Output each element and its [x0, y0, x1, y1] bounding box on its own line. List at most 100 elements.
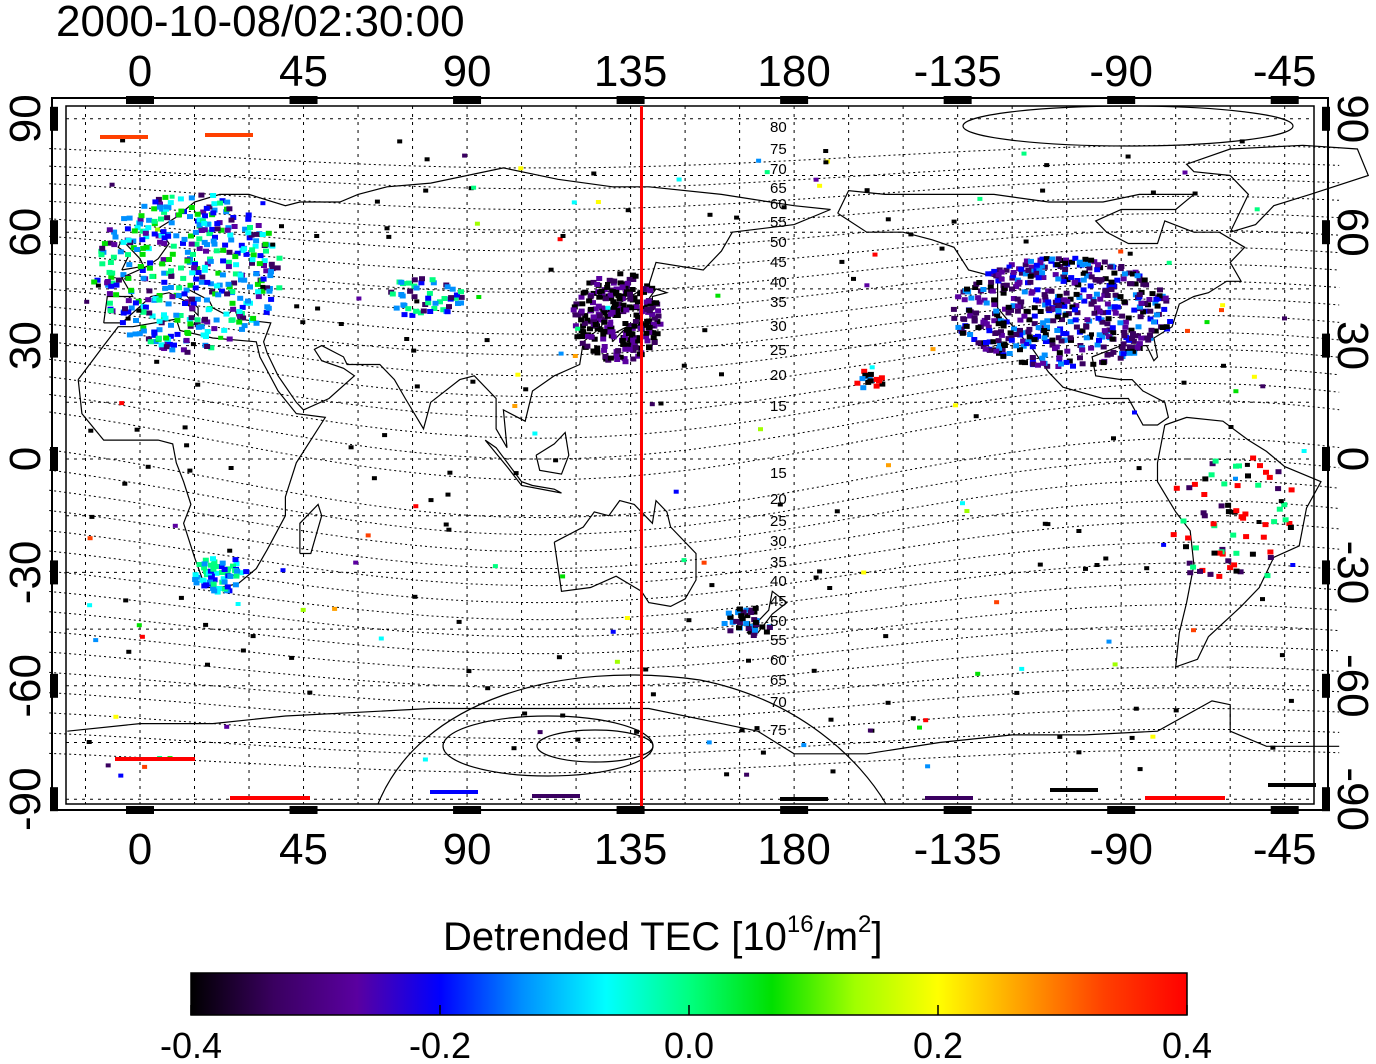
tec-point — [1090, 361, 1097, 367]
tec-point — [398, 279, 405, 285]
tec-point — [194, 296, 201, 302]
tec-point — [133, 318, 139, 323]
tec-point — [221, 579, 228, 585]
tec-point — [84, 299, 90, 304]
maglat-label-north: 75 — [770, 141, 787, 158]
tec-point — [649, 402, 655, 407]
tec-point — [1005, 304, 1012, 310]
tec-point — [619, 284, 626, 290]
tec-point — [1084, 317, 1091, 323]
tec-point — [572, 312, 579, 318]
tec-point — [1233, 568, 1240, 574]
frame-tick — [1322, 106, 1330, 131]
tec-point — [1120, 276, 1127, 282]
tec-point — [407, 288, 414, 294]
bottom-lon-label: -90 — [1089, 825, 1153, 874]
tec-point — [709, 583, 715, 588]
tec-point — [139, 251, 146, 257]
tec-point — [213, 570, 220, 576]
bottom-lon-label: 45 — [279, 825, 328, 874]
frame-tick — [50, 106, 58, 131]
tec-point — [511, 746, 517, 751]
tec-point — [917, 725, 922, 730]
tec-point — [995, 272, 1002, 278]
tec-point — [658, 401, 664, 406]
tec-point — [872, 252, 878, 257]
tec-point — [117, 249, 124, 255]
tec-point — [1060, 331, 1067, 336]
tec-point — [371, 476, 377, 481]
tec-point — [990, 339, 997, 345]
tec-point — [289, 655, 295, 660]
tec-point — [984, 315, 991, 320]
tec-point — [151, 218, 158, 224]
tec-point — [1097, 296, 1104, 302]
tec-point — [145, 297, 152, 303]
tec-point — [626, 346, 633, 352]
tec-point — [1157, 296, 1164, 302]
tec-point — [1062, 312, 1069, 318]
tec-point — [212, 234, 218, 240]
tec-point — [247, 225, 253, 230]
tec-point — [1027, 273, 1034, 279]
tec-point — [580, 329, 587, 335]
tec-point — [139, 228, 146, 234]
frame-tick — [943, 96, 972, 104]
tec-point — [594, 350, 601, 356]
tec-point — [1150, 734, 1156, 739]
tec-point — [1216, 550, 1223, 556]
tec-point — [443, 522, 449, 527]
tec-point — [1153, 296, 1160, 302]
tec-point — [827, 586, 833, 590]
tec-point — [1045, 300, 1052, 306]
tec-point — [1129, 735, 1135, 740]
tec-point — [1090, 299, 1097, 305]
tec-point — [649, 311, 656, 317]
tec-point — [1237, 569, 1244, 575]
tec-point — [1130, 271, 1136, 277]
tec-point — [625, 208, 631, 213]
tec-point — [1091, 310, 1098, 316]
tec-point — [107, 260, 114, 265]
top-lon-label: -135 — [914, 47, 1002, 96]
tec-point — [1275, 486, 1282, 492]
tec-point — [194, 322, 201, 328]
tec-point — [621, 356, 628, 362]
tec-point — [1101, 328, 1108, 334]
tec-point — [228, 466, 234, 470]
tec-point — [961, 316, 968, 322]
tec-point — [207, 562, 214, 568]
tec-point — [207, 281, 214, 287]
tec-point — [428, 498, 434, 503]
tec-point — [1021, 151, 1027, 156]
tec-point — [126, 262, 133, 268]
tec-point — [1044, 318, 1051, 324]
tec-point — [1281, 502, 1288, 508]
tec-point — [578, 317, 585, 323]
tec-point — [414, 299, 420, 304]
tec-point — [111, 229, 118, 235]
colorbar-tick-label: 0.2 — [913, 1025, 963, 1064]
tec-point — [1231, 562, 1238, 568]
tec-point — [1262, 522, 1269, 528]
tec-point — [596, 313, 603, 319]
tec-point — [523, 387, 529, 392]
tec-point — [106, 291, 113, 297]
tec-point — [744, 772, 750, 777]
tec-point — [586, 280, 593, 286]
tec-point — [608, 295, 615, 301]
tec-point — [107, 240, 114, 246]
tec-point — [105, 763, 111, 768]
tec-point — [1000, 290, 1007, 296]
tec-point — [1045, 306, 1052, 312]
tec-point — [1186, 560, 1193, 566]
tec-point — [1276, 506, 1283, 512]
tec-point — [967, 313, 974, 319]
frame-tick — [1322, 787, 1330, 812]
tec-point — [220, 258, 227, 264]
maglat-contour — [49, 687, 1340, 723]
tec-point — [1111, 270, 1118, 276]
tec-point — [1149, 291, 1156, 297]
tec-point — [384, 226, 390, 231]
tec-point — [595, 317, 602, 323]
